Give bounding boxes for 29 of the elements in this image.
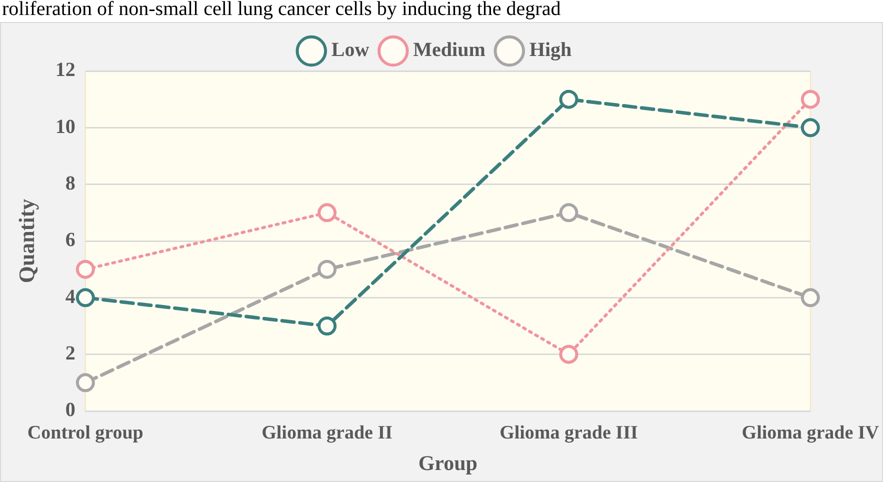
y-tick-label: 2 (65, 342, 76, 365)
x-tick-label: Glioma grade III (500, 422, 638, 444)
point (76, 373, 95, 392)
legend-label: Medium (413, 39, 486, 62)
point (76, 260, 95, 279)
x-tick-label: Control group (27, 422, 144, 444)
point (800, 118, 820, 138)
point (318, 316, 337, 336)
y-axis-title: Quantity (14, 198, 39, 284)
y-tick-label: 10 (55, 116, 76, 138)
y-tick-label: 8 (65, 172, 76, 195)
point (559, 344, 578, 364)
point (800, 288, 820, 308)
y-tick-label: 12 (55, 59, 76, 82)
y-tick-label: 6 (65, 229, 76, 252)
x-axis-title: Group (418, 450, 478, 475)
point (559, 203, 578, 222)
y-tick-label: 4 (65, 286, 76, 308)
y-tick-label: 0 (65, 399, 76, 422)
point (76, 288, 95, 308)
text: roliferation of non-small cell lung cancer cells by inducing the degrad (1, 0, 562, 22)
legend-label: Low (331, 39, 370, 62)
x-tick-label: Glioma grade II (262, 422, 393, 444)
point (800, 90, 820, 109)
point (559, 90, 578, 109)
point (318, 260, 337, 279)
point (318, 203, 337, 222)
legend-label: High (529, 39, 572, 62)
x-tick-label: Glioma grade IV (742, 422, 880, 444)
